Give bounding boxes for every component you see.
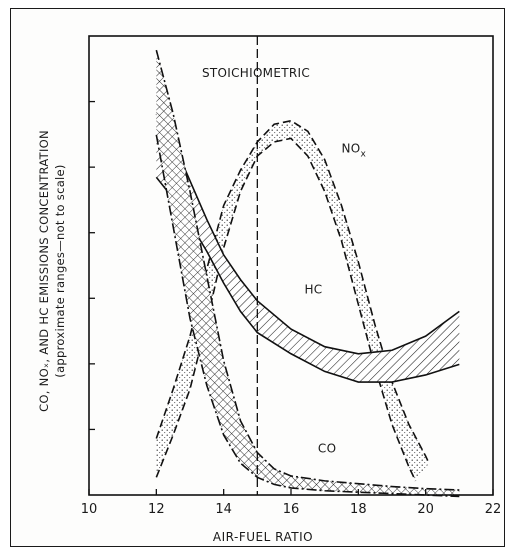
series-co-upper-line — [155, 49, 460, 491]
band-co — [156, 50, 460, 497]
series-label-hc: HC — [304, 283, 322, 297]
x-tick-label: 18 — [350, 502, 367, 517]
y-axis-label: CO, NOₓ, AND HC EMISSIONS CONCENTRATION — [37, 130, 51, 412]
x-tick-label: 16 — [283, 502, 300, 517]
series-no-upper-line — [155, 119, 430, 464]
figure-frame: 10 12 14 16 18 20 22 NOx HC CO AIR-FUEL RATIO CO… — [10, 8, 505, 547]
band-no — [156, 120, 430, 481]
x-tick-label: 12 — [148, 502, 165, 517]
stoichiometric-label: STOICHIOMETRIC — [202, 66, 310, 80]
series-co-lower-line — [155, 134, 460, 498]
series-label-co: CO — [318, 442, 336, 456]
x-axis-label: AIR-FUEL RATIO — [213, 530, 313, 544]
x-tick-label: 10 — [81, 502, 98, 517]
y-axis-label-group: CO, NOₓ, AND HC EMISSIONS CONCENTRATION … — [37, 130, 67, 412]
x-tick-label: 20 — [417, 502, 434, 517]
series-no-lower-line — [155, 137, 417, 482]
emissions-chart: 10 12 14 16 18 20 22 NOx HC CO AIR-FUEL RATIO CO… — [37, 35, 502, 544]
x-tick-label: 22 — [485, 502, 502, 517]
y-axis-sublabel: (approximate ranges—not to scale) — [53, 164, 67, 377]
band-hc — [156, 113, 460, 383]
x-tick-label: 14 — [215, 502, 232, 517]
plot-area-border — [88, 35, 494, 496]
series-label-no: NOx — [342, 142, 367, 160]
